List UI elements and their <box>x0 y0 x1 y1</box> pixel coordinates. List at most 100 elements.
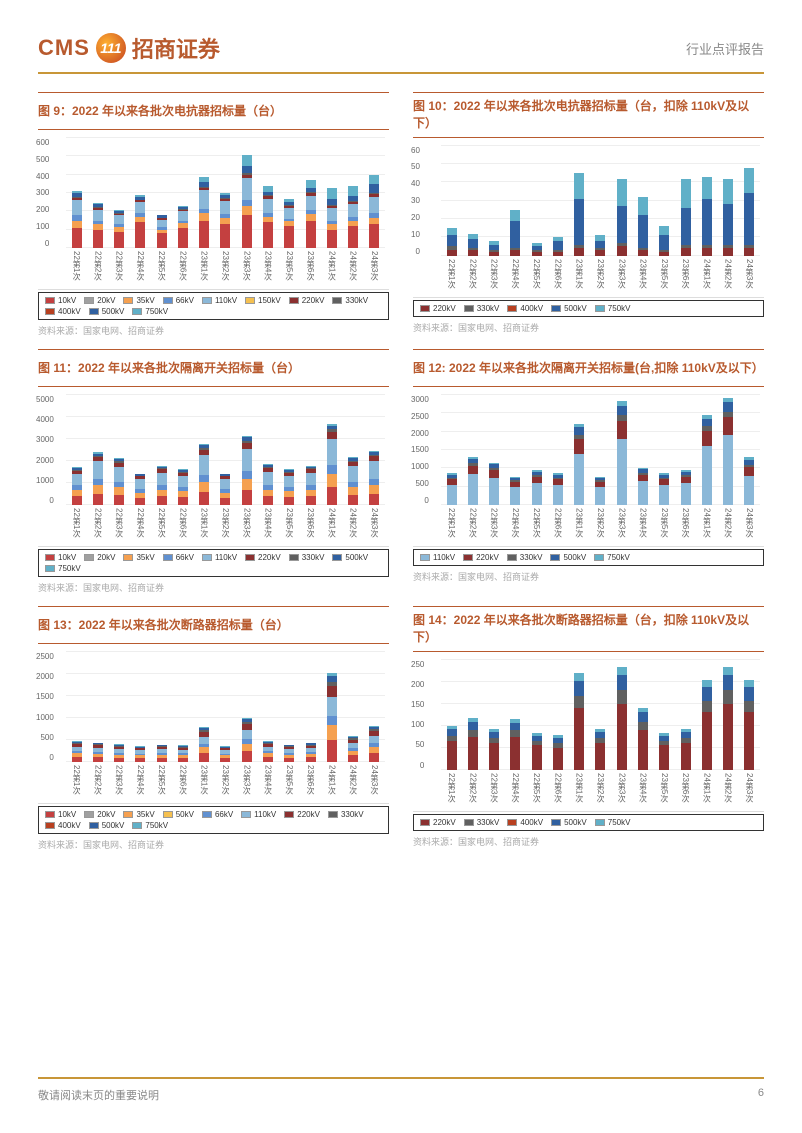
bar-segment <box>510 737 520 770</box>
bar-segment <box>744 467 754 475</box>
legend-item: 220kV <box>245 553 281 562</box>
bar-segment <box>263 757 273 762</box>
legend-label: 400kV <box>520 818 543 827</box>
y-axis: 6005004003002001000 <box>36 138 49 248</box>
legend-swatch-icon <box>202 554 212 561</box>
bar-stack <box>93 452 103 505</box>
legend-label: 110kV <box>433 553 455 562</box>
legend-item: 750kV <box>595 304 631 313</box>
legend-item: 10kV <box>45 296 76 305</box>
bar-stack <box>744 457 754 505</box>
bar-segment <box>327 432 337 439</box>
logo-chinese: 招商证券 <box>132 32 220 64</box>
bar-stack <box>327 188 337 248</box>
bar-segment <box>723 675 733 691</box>
legend-item: 330kV <box>464 818 500 827</box>
legend-swatch-icon <box>595 819 605 826</box>
bar-segment <box>447 235 457 246</box>
bar-segment <box>157 233 167 248</box>
bar-segment <box>468 722 478 730</box>
legend-label: 220kV <box>433 304 456 313</box>
bar-segment <box>744 701 754 712</box>
bar-segment <box>702 199 712 245</box>
bar-segment <box>617 667 627 675</box>
chart-legend: 10kV20kV35kV66kV110kV150kV220kV330kV400k… <box>38 292 389 320</box>
bar-segment <box>723 704 733 770</box>
bar-stack <box>574 424 584 505</box>
chart-legend: 220kV330kV400kV500kV750kV <box>413 814 764 831</box>
bar-segment <box>744 168 754 194</box>
bar-segment <box>702 712 712 769</box>
bar-segment <box>723 667 733 675</box>
bar-segment <box>744 476 754 505</box>
legend-item: 220kV <box>284 810 320 819</box>
bar-stack <box>220 746 230 762</box>
bar-stack <box>468 457 478 505</box>
bar-stack <box>595 729 605 770</box>
bar-stack <box>348 457 358 505</box>
bar-segment <box>327 697 337 715</box>
bar-stack <box>638 708 648 770</box>
bar-segment <box>242 751 252 762</box>
bar-stack <box>369 451 379 505</box>
legend-swatch-icon <box>84 554 94 561</box>
legend-swatch-icon <box>507 554 517 561</box>
legend-item: 500kV <box>551 818 587 827</box>
bar-segment <box>220 224 230 248</box>
legend-label: 20kV <box>97 296 115 305</box>
bar-segment <box>369 197 379 214</box>
legend-swatch-icon <box>45 811 55 818</box>
x-axis: 22第1次22第2次22第3次22第4次22第5次22第6次23第1次23第2次… <box>441 508 760 546</box>
bar-segment <box>617 421 627 439</box>
bar-segment <box>263 222 273 248</box>
legend-swatch-icon <box>123 554 133 561</box>
bar-segment <box>284 226 294 248</box>
legend-swatch-icon <box>163 297 173 304</box>
legend-item: 750kV <box>45 564 81 573</box>
legend-item: 750kV <box>132 821 168 830</box>
bar-segment <box>157 496 167 505</box>
legend-item: 400kV <box>45 821 81 830</box>
page-number: 6 <box>758 1087 764 1103</box>
bar-segment <box>447 228 457 235</box>
bar-segment <box>723 179 733 205</box>
chart-plot-area: 600500400300200100022第1次22第2次22第3次22第4次2… <box>38 130 389 290</box>
y-axis: 6050403020100 <box>411 146 420 256</box>
bar-stack <box>723 667 733 770</box>
bar-stack <box>702 177 712 256</box>
bar-stack <box>369 726 379 762</box>
bars-container <box>441 395 760 505</box>
bar-stack <box>681 729 691 770</box>
chart-title: 图 14：2022 年以来各批次断路器招标量（台，扣除 110kV及以下） <box>413 606 764 652</box>
legend-label: 220kV <box>433 818 456 827</box>
bar-stack <box>489 729 499 770</box>
legend-swatch-icon <box>132 822 142 829</box>
legend-label: 330kV <box>477 818 500 827</box>
bar-segment <box>220 498 230 505</box>
bars-container <box>66 652 385 762</box>
bar-segment <box>327 716 337 725</box>
legend-label: 330kV <box>520 553 543 562</box>
bar-segment <box>199 475 209 482</box>
legend-label: 220kV <box>297 810 320 819</box>
bar-segment <box>157 473 167 485</box>
legend-item: 400kV <box>507 818 543 827</box>
legend-label: 10kV <box>58 810 76 819</box>
bar-segment <box>369 494 379 505</box>
x-axis: 22第1次22第2次22第3次22第4次22第5次22第6次23第1次23第2次… <box>441 773 760 811</box>
legend-label: 66kV <box>215 810 233 819</box>
legend-item: 20kV <box>84 553 115 562</box>
bar-stack <box>135 195 145 248</box>
bar-segment <box>114 215 124 224</box>
bar-segment <box>702 248 712 255</box>
bar-stack <box>744 168 754 256</box>
legend-item: 750kV <box>132 307 168 316</box>
bar-segment <box>348 466 358 481</box>
legend-label: 500kV <box>564 304 587 313</box>
bar-stack <box>263 741 273 762</box>
bar-segment <box>468 737 478 770</box>
bar-segment <box>327 725 337 740</box>
bar-segment <box>220 479 230 489</box>
legend-swatch-icon <box>84 297 94 304</box>
bar-segment <box>369 753 379 762</box>
